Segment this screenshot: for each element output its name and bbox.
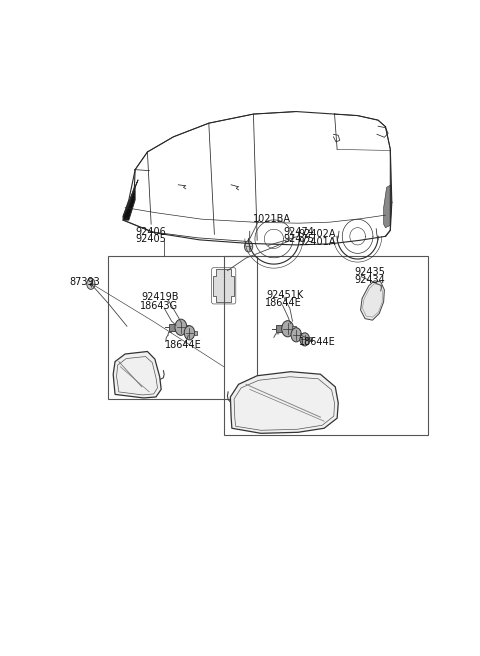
Bar	[276, 325, 284, 333]
Circle shape	[184, 326, 195, 340]
Bar	[292, 326, 296, 331]
Text: 92474: 92474	[283, 227, 314, 237]
Polygon shape	[384, 185, 392, 228]
Text: 18644E: 18644E	[265, 298, 302, 308]
Polygon shape	[213, 270, 234, 302]
Polygon shape	[230, 372, 338, 434]
Circle shape	[291, 328, 301, 342]
Bar	[309, 337, 312, 341]
Text: 92401A: 92401A	[298, 237, 336, 247]
Circle shape	[175, 319, 187, 335]
Polygon shape	[360, 281, 384, 320]
Text: 92406: 92406	[136, 227, 167, 237]
Text: 87393: 87393	[69, 277, 100, 287]
Text: 92434: 92434	[354, 276, 384, 285]
Bar	[169, 323, 178, 331]
Text: 92435: 92435	[354, 267, 385, 277]
Bar	[193, 331, 197, 335]
Bar	[224, 256, 428, 435]
Circle shape	[300, 333, 310, 346]
Polygon shape	[123, 187, 135, 220]
Circle shape	[87, 278, 95, 289]
Polygon shape	[127, 180, 138, 207]
Text: 92419B: 92419B	[141, 293, 179, 302]
Text: 18643G: 18643G	[140, 300, 178, 310]
Circle shape	[244, 241, 252, 252]
Text: 92475: 92475	[283, 234, 314, 244]
Text: 18644E: 18644E	[165, 340, 202, 350]
Bar	[300, 333, 303, 337]
Text: 18644E: 18644E	[299, 337, 336, 348]
Text: 92402A: 92402A	[298, 229, 336, 239]
Polygon shape	[113, 352, 161, 398]
Text: 92451K: 92451K	[266, 290, 304, 300]
Bar	[186, 325, 189, 330]
Text: 1021BA: 1021BA	[253, 214, 291, 224]
Circle shape	[282, 321, 294, 337]
Bar	[108, 256, 257, 400]
Text: 92405: 92405	[136, 234, 167, 244]
